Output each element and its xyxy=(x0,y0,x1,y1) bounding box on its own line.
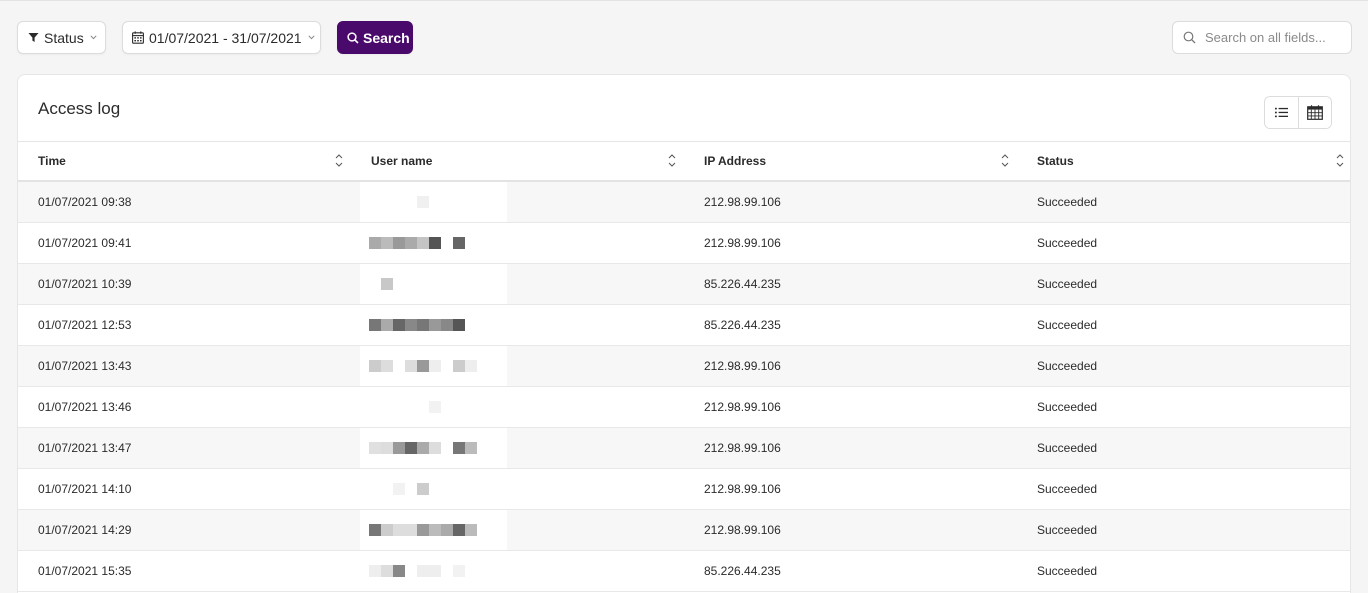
redacted-user-name xyxy=(360,223,507,263)
column-header-label: Status xyxy=(1037,154,1074,168)
cell-time: 01/07/2021 09:38 xyxy=(38,195,132,209)
card-title: Access log xyxy=(38,99,121,118)
table-row[interactable]: 01/07/2021 14:10 212.98.99.106 Succeeded xyxy=(18,469,1350,510)
table-row[interactable]: 01/07/2021 12:53 85.226.44.235 Succeeded xyxy=(18,305,1350,346)
cell-time: 01/07/2021 14:10 xyxy=(38,482,132,496)
cell-status: Succeeded xyxy=(1037,400,1098,414)
table-header: Time User name IP Address Status xyxy=(18,141,1350,182)
search-icon xyxy=(347,31,359,44)
chevron-down-icon xyxy=(308,35,315,40)
cell-ip-address: 212.98.99.106 xyxy=(704,523,781,537)
cell-ip-address: 212.98.99.106 xyxy=(704,195,781,209)
column-header-status[interactable]: Status xyxy=(1017,142,1350,180)
redacted-user-name xyxy=(360,510,507,550)
search-icon xyxy=(1183,31,1196,44)
cell-time: 01/07/2021 10:39 xyxy=(38,277,132,291)
cell-user-name xyxy=(351,305,684,345)
cell-status: Succeeded xyxy=(1037,236,1098,250)
redacted-user-name xyxy=(360,387,507,427)
cell-time: 01/07/2021 13:43 xyxy=(38,359,132,373)
cell-status: Succeeded xyxy=(1037,277,1098,291)
cell-user-name xyxy=(351,223,684,263)
access-log-card: Access log xyxy=(17,74,1351,593)
cell-time: 01/07/2021 15:35 xyxy=(38,564,132,578)
cell-status: Succeeded xyxy=(1037,564,1098,578)
cell-user-name xyxy=(351,551,684,591)
sort-icon xyxy=(335,153,343,168)
cell-time: 01/07/2021 13:46 xyxy=(38,400,132,414)
cell-user-name xyxy=(351,428,684,468)
cell-time: 01/07/2021 14:29 xyxy=(38,523,132,537)
calendar-grid-icon xyxy=(1307,105,1323,120)
column-header-label: User name xyxy=(371,154,433,168)
date-range-label: 01/07/2021 - 31/07/2021 xyxy=(149,29,302,46)
redacted-user-name xyxy=(360,182,507,222)
table-row[interactable]: 01/07/2021 10:39 85.226.44.235 Succeeded xyxy=(18,264,1350,305)
cell-status: Succeeded xyxy=(1037,359,1098,373)
cell-ip-address: 85.226.44.235 xyxy=(704,277,781,291)
column-header-label: Time xyxy=(38,154,66,168)
cell-ip-address: 85.226.44.235 xyxy=(704,318,781,332)
filter-icon xyxy=(28,32,39,43)
cell-time: 01/07/2021 09:41 xyxy=(38,236,132,250)
status-filter-label: Status xyxy=(44,29,84,46)
view-toggle xyxy=(1264,96,1332,129)
cell-status: Succeeded xyxy=(1037,195,1098,209)
column-header-time[interactable]: Time xyxy=(18,142,351,180)
column-header-label: IP Address xyxy=(704,154,767,168)
cell-status: Succeeded xyxy=(1037,318,1098,332)
table-row[interactable]: 01/07/2021 14:29 212.98.99.106 Succeeded xyxy=(18,510,1350,551)
cell-user-name xyxy=(351,182,684,222)
table-row[interactable]: 01/07/2021 13:46 212.98.99.106 Succeeded xyxy=(18,387,1350,428)
chevron-down-icon xyxy=(90,35,97,40)
cell-user-name xyxy=(351,469,684,509)
cell-time: 01/07/2021 13:47 xyxy=(38,441,132,455)
status-filter-button[interactable]: Status xyxy=(17,21,106,54)
search-all-fields[interactable] xyxy=(1172,21,1352,54)
table-row[interactable]: 01/07/2021 15:35 85.226.44.235 Succeeded xyxy=(18,551,1350,592)
cell-ip-address: 212.98.99.106 xyxy=(704,400,781,414)
toolbar: Status 01/07/2021 - 31/07/2021 xyxy=(0,1,1368,73)
search-all-fields-input[interactable] xyxy=(1205,30,1345,45)
calendar-icon xyxy=(132,31,144,44)
cell-status: Succeeded xyxy=(1037,441,1098,455)
calendar-view-button[interactable] xyxy=(1297,97,1331,128)
cell-ip-address: 212.98.99.106 xyxy=(704,236,781,250)
table-row[interactable]: 01/07/2021 13:43 212.98.99.106 Succeeded xyxy=(18,346,1350,387)
column-header-ip-address[interactable]: IP Address xyxy=(684,142,1017,180)
column-header-user-name[interactable]: User name xyxy=(351,142,684,180)
search-button[interactable]: Search xyxy=(337,21,413,54)
cell-time: 01/07/2021 12:53 xyxy=(38,318,132,332)
cell-user-name xyxy=(351,510,684,550)
list-icon xyxy=(1274,107,1288,118)
date-range-button[interactable]: 01/07/2021 - 31/07/2021 xyxy=(122,21,321,54)
sort-icon xyxy=(668,153,676,168)
redacted-user-name xyxy=(360,469,507,509)
sort-icon xyxy=(1336,153,1344,168)
list-view-button[interactable] xyxy=(1265,97,1298,128)
sort-icon xyxy=(1001,153,1009,168)
cell-status: Succeeded xyxy=(1037,523,1098,537)
cell-ip-address: 85.226.44.235 xyxy=(704,564,781,578)
table-body: 01/07/2021 09:38 212.98.99.106 Succeeded 01… xyxy=(18,182,1350,592)
access-log-table: Time User name IP Address Status xyxy=(18,141,1350,592)
redacted-user-name xyxy=(360,428,507,468)
cell-ip-address: 212.98.99.106 xyxy=(704,482,781,496)
cell-user-name xyxy=(351,264,684,304)
cell-ip-address: 212.98.99.106 xyxy=(704,359,781,373)
redacted-user-name xyxy=(360,264,507,304)
cell-user-name xyxy=(351,346,684,386)
search-button-label: Search xyxy=(363,29,410,46)
redacted-user-name xyxy=(360,305,507,345)
table-row[interactable]: 01/07/2021 09:38 212.98.99.106 Succeeded xyxy=(18,182,1350,223)
cell-user-name xyxy=(351,387,684,427)
table-row[interactable]: 01/07/2021 13:47 212.98.99.106 Succeeded xyxy=(18,428,1350,469)
table-row[interactable]: 01/07/2021 09:41 212.98.99.106 Succeeded xyxy=(18,223,1350,264)
cell-ip-address: 212.98.99.106 xyxy=(704,441,781,455)
redacted-user-name xyxy=(360,346,507,386)
redacted-user-name xyxy=(360,551,507,591)
cell-status: Succeeded xyxy=(1037,482,1098,496)
